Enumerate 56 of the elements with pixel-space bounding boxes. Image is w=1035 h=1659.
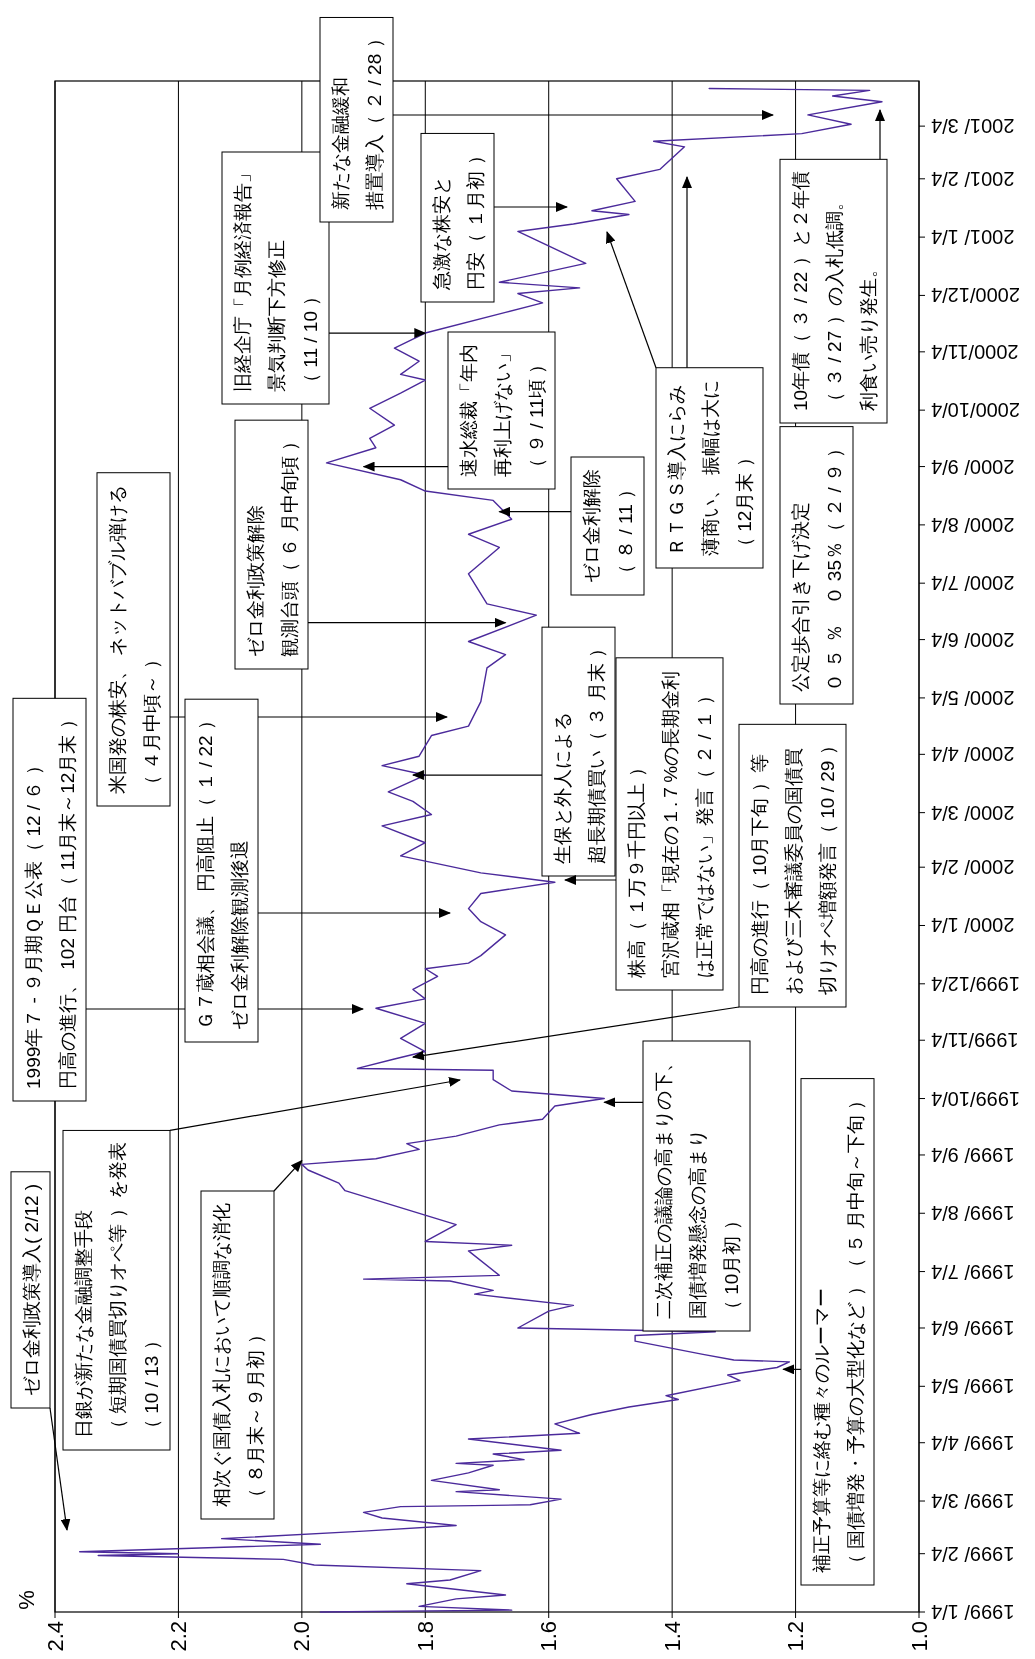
annotation: 旧経企庁「月例経済報告」景気判断下方修正（ 11 / 10 ）: [232, 164, 321, 392]
annotation: 公定歩合引き下げ決定０ ５ ％ ０ 35％（ ２ / ９ ）: [790, 438, 845, 692]
annotation: 二次補正の議論の高まりの下、国債増発懸念の高まり（ 10月初 ）: [653, 1053, 742, 1319]
x-tick-label: 1.8: [412, 1621, 438, 1652]
y-tick-label: 2001/ 2/4: [931, 167, 1015, 190]
y-tick-label: 2000/ 3/4: [931, 801, 1015, 824]
annotation: 生保と外人による超長期債買い（ ３ 月末 ）: [552, 639, 607, 864]
y-tick-label: 1999/12/4: [931, 972, 1020, 995]
y-tick-label: 1999/ 6/4: [931, 1316, 1015, 1339]
y-tick-label: 2000/ 6/4: [931, 628, 1015, 651]
x-tick-label: 2.2: [165, 1621, 191, 1652]
annotation: 相次ぐ国債入札において順調な消化（ ８月末～９月初 ）: [211, 1203, 266, 1507]
y-tick-label: 1999/11/4: [931, 1029, 1019, 1052]
annotation: 米国発の株安、 ネットバブル弾ける（ ４月中頃～ ）: [107, 484, 162, 794]
y-tick-label: 1999/ 3/4: [931, 1490, 1015, 1513]
annotation: 速水総裁「年内再利上げない」（ ９ / 11頃 ）: [458, 344, 547, 477]
x-tick-label: 1.6: [536, 1621, 562, 1652]
annotation: 10年債（ ３ / 22 ）と２年債（ ３ / 27 ）の入札低調。利食い売り発生。: [790, 171, 879, 411]
annotation: ゼロ金利政策解除観測台頭（ ６ 月中旬頃 ）: [245, 432, 300, 657]
x-tick-label: 1.0: [906, 1621, 932, 1652]
y-tick-label: 2000/ 1/4: [931, 914, 1015, 937]
y-tick-label: 2000/ 4/4: [931, 743, 1015, 766]
annotation: 円高の進行（ 10月下旬 ）等および三木審議委員の国債買切りオペ増額発言（ 10 / 29 ）: [749, 736, 838, 995]
y-tick-label: 2001/ 3/4: [931, 115, 1015, 138]
y-tick-label: 1999/ 9/4: [931, 1143, 1015, 1166]
y-tick-label: 1999/ 5/4: [931, 1375, 1015, 1398]
x-tick-label: 2.4: [42, 1621, 68, 1652]
y-tick-label: 2000/10/4: [931, 399, 1020, 422]
annotation: 新たな金融緩和措置導入（ ２ / 28 ）: [330, 29, 385, 210]
y-tick-label: 2001/ 1/4: [931, 226, 1015, 249]
y-tick-label: 2000/ 5/4: [931, 686, 1015, 709]
text: %: [13, 1590, 39, 1610]
annotation: Ｇ７蔵相会議、 円高阻止（ １ / 22 ）ゼロ金利解除観測後退: [195, 711, 250, 1030]
annotation: 1999年７ - ９月期ＱＥ公表（ 12 / ６ ）円高の進行、 102 円台（ 11月末～12月末 ）: [23, 710, 78, 1089]
y-tick-label: 1999/ 8/4: [931, 1202, 1015, 1225]
y-tick-label: 2000/11/4: [931, 340, 1019, 363]
y-tick-label: 1999/10/4: [931, 1087, 1020, 1110]
y-tick-label: 2000/ 8/4: [931, 513, 1015, 536]
annotation: 急激な株安と円安（ １月初 ）: [431, 146, 486, 291]
x-tick-label: 2.0: [289, 1621, 315, 1652]
y-tick-label: 1999/ 7/4: [931, 1260, 1015, 1283]
annotation: 補正予算等に絡む種々のルーマー（ 国債増発・予算の大型化など ）（ ５ 月中旬～下旬 ）: [811, 1090, 866, 1573]
annotation: ＲＴＧＳ導入にらみ薄商い、 振幅は大に（ 12月末 ）: [666, 379, 755, 556]
text: ゼロ金利政策導入( 2/12 ): [21, 1183, 42, 1396]
annotation: 日銀が新たな金融調整手段（ 短期国債買切りオペ等 ）を発表（ 10 / 13 ）: [73, 1142, 162, 1438]
y-tick-label: 2000/ 9/4: [931, 455, 1015, 478]
x-tick-label: 1.4: [659, 1621, 685, 1652]
y-tick-label: 2000/12/4: [931, 284, 1020, 307]
y-tick-label: 1999/ 2/4: [931, 1542, 1015, 1565]
y-tick-label: 1999/ 1/4: [931, 1601, 1015, 1623]
y-tick-label: 1999/ 4/4: [931, 1431, 1015, 1454]
x-tick-label: 1.2: [783, 1621, 809, 1652]
y-tick-label: 2000/ 2/4: [931, 856, 1015, 879]
y-tick-label: 2000/ 7/4: [931, 572, 1015, 595]
annotation: 株高（ １万９千円以上 ）宮沢蔵相「現在の１.７%の長期金利は正常ではない」発言（ ２ / １ ）: [626, 670, 715, 979]
annotation: ゼロ金利解除（ ８ / 11 ）: [581, 469, 636, 583]
